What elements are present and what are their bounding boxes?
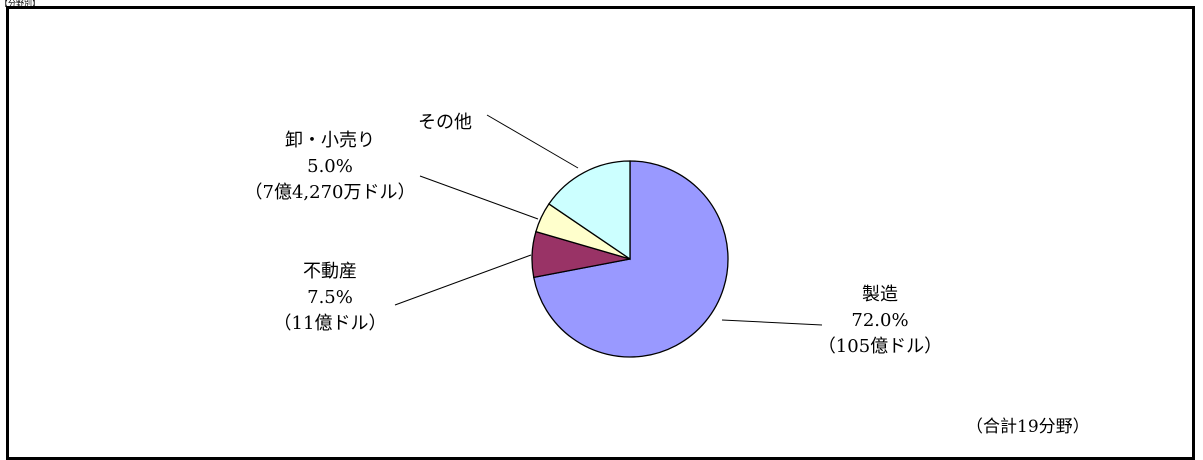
label-amount: （7億4,270万ドル） [245, 182, 416, 203]
slice-other [548, 160, 631, 261]
header-tag: 【分野別】 [0, 0, 40, 8]
leader-line [419, 175, 539, 220]
leader-line [394, 254, 532, 306]
total-note: （合計19分野） [966, 417, 1090, 437]
slice-manufacturing [532, 160, 729, 358]
data-labels: 製造 72.0% （105億ドル） 不動産 7.5% （11億ドル） 卸・小売り 5.0% （7… [245, 112, 943, 357]
label-category: 卸・小売り [285, 130, 375, 151]
label-amount: （105億ドル） [818, 336, 942, 357]
label-category: 不動産 [303, 261, 357, 282]
label-category: その他 [418, 112, 472, 133]
leader-lines [394, 114, 823, 326]
leader-line [721, 319, 823, 326]
label-percent: 72.0% [851, 310, 908, 331]
pie-slices [531, 160, 729, 358]
label-other: その他 [418, 112, 472, 133]
label-real-estate: 不動産 7.5% （11億ドル） [274, 261, 387, 334]
label-percent: 7.5% [307, 287, 353, 308]
label-manufacturing: 製造 72.0% （105億ドル） [818, 284, 942, 357]
label-percent: 5.0% [307, 156, 353, 177]
label-retail: 卸・小売り 5.0% （7億4,270万ドル） [245, 130, 416, 203]
label-category: 製造 [862, 284, 898, 305]
leader-line [486, 114, 579, 169]
label-amount: （11億ドル） [274, 313, 387, 334]
